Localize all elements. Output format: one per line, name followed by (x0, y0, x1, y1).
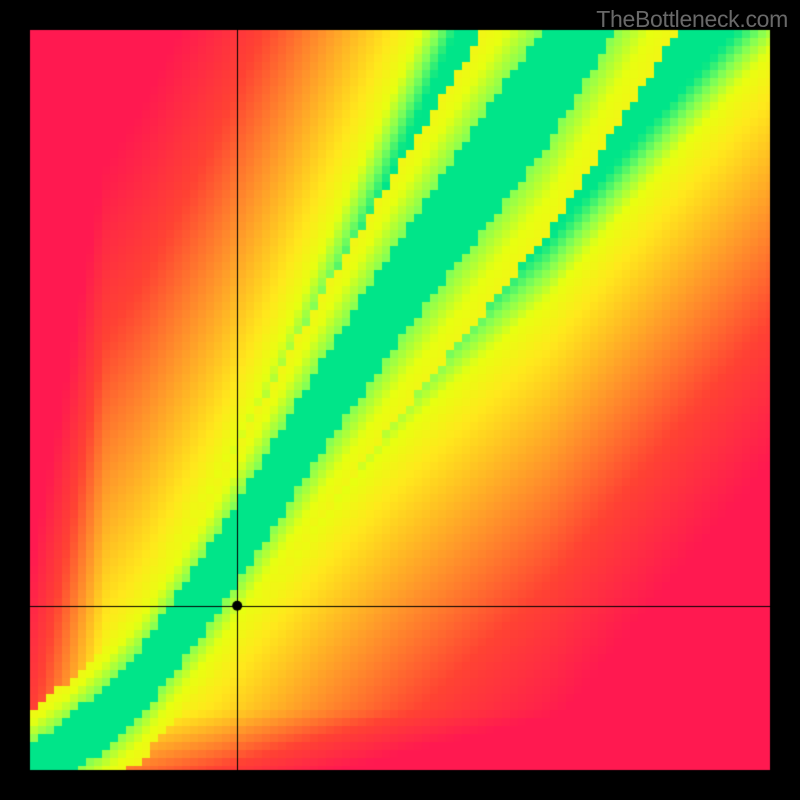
watermark-label: TheBottleneck.com (596, 6, 788, 33)
chart-container: TheBottleneck.com (0, 0, 800, 800)
bottleneck-heatmap (0, 0, 800, 800)
